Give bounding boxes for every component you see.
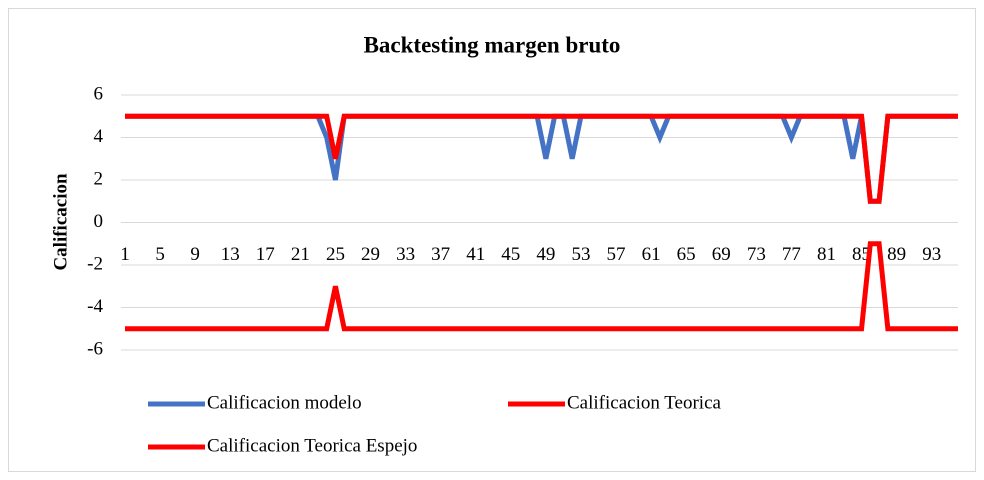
y-tick-label: 6 bbox=[94, 83, 104, 104]
y-tick-label: -2 bbox=[87, 253, 103, 274]
x-tick-label: 13 bbox=[221, 244, 240, 265]
y-tick-label: 4 bbox=[94, 126, 104, 147]
x-tick-label: 73 bbox=[747, 244, 766, 265]
x-tick-label: 77 bbox=[782, 244, 801, 265]
x-tick-label: 9 bbox=[190, 244, 200, 265]
x-tick-label: 49 bbox=[536, 244, 555, 265]
x-tick-label: 37 bbox=[431, 244, 450, 265]
x-tick-label: 57 bbox=[607, 244, 626, 265]
x-tick-label: 21 bbox=[291, 244, 310, 265]
x-tick-label: 89 bbox=[887, 244, 906, 265]
x-tick-label: 5 bbox=[155, 244, 165, 265]
y-axis-label: Calificacion bbox=[50, 173, 71, 271]
series-line bbox=[125, 241, 958, 332]
y-tick-label: 2 bbox=[94, 168, 104, 189]
x-tick-label: 69 bbox=[712, 244, 731, 265]
x-tick-label: 61 bbox=[642, 244, 661, 265]
x-tick-label: 93 bbox=[922, 244, 941, 265]
x-tick-label: 29 bbox=[361, 244, 380, 265]
x-tick-label: 1 bbox=[120, 244, 130, 265]
x-tick-label: 17 bbox=[256, 244, 275, 265]
legend-label: Calificacion modelo bbox=[207, 392, 362, 413]
x-tick-label: 45 bbox=[501, 244, 520, 265]
y-tick-label: 0 bbox=[94, 211, 104, 232]
x-tick-label: 53 bbox=[571, 244, 590, 265]
y-tick-label: -6 bbox=[87, 338, 103, 359]
x-tick-label: 41 bbox=[466, 244, 485, 265]
legend-label: Calificacion Teorica bbox=[567, 392, 722, 413]
chart-title: Backtesting margen bruto bbox=[364, 32, 621, 57]
chart-border bbox=[8, 8, 976, 472]
series-line bbox=[125, 113, 958, 204]
legend-label: Calificacion Teorica Espejo bbox=[207, 435, 417, 456]
x-tick-label: 25 bbox=[326, 244, 345, 265]
x-tick-label: 65 bbox=[677, 244, 696, 265]
x-tick-label: 81 bbox=[817, 244, 836, 265]
y-tick-label: -4 bbox=[87, 296, 103, 317]
x-tick-label: 33 bbox=[396, 244, 415, 265]
